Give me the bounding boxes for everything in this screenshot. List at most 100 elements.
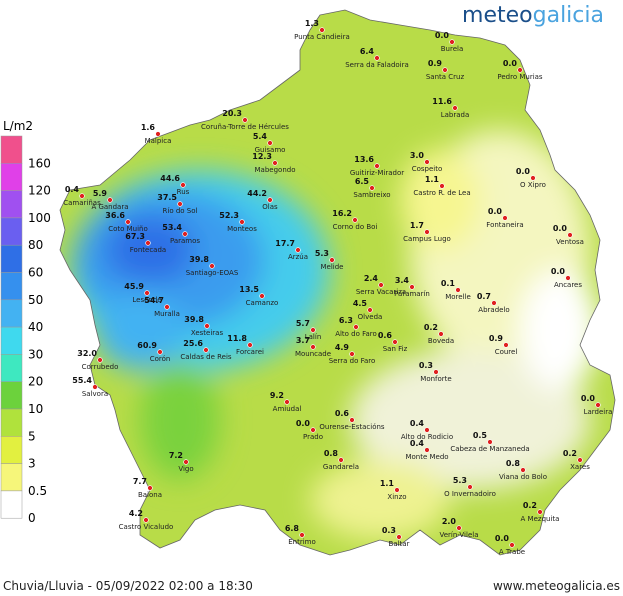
station-value: 39.8 <box>189 255 209 264</box>
station-name: Camanzo <box>246 299 279 307</box>
station-dot <box>503 342 509 348</box>
station-name: Xesteiras <box>191 329 224 337</box>
station-value: 44.6 <box>160 174 180 183</box>
station-name: Santa Cruz <box>426 73 465 81</box>
station-value: 39.8 <box>184 315 204 324</box>
station-dot <box>79 193 85 199</box>
station-name: Cabeza de Manzaneda <box>450 445 529 453</box>
legend: 160 120 100 80 60 50 40 30 20 10 5 3 0.5 0 <box>0 135 51 525</box>
station-name: Coto Muiño <box>108 225 148 233</box>
station-value: 13.6 <box>354 155 374 164</box>
station-name: Serra da Faladoira <box>345 61 409 69</box>
caption: Chuvia/Lluvia - 05/09/2022 02:00 a 18:30 <box>3 579 253 593</box>
site-url: www.meteogalicia.es <box>493 579 620 593</box>
station-name: Alto do Faro <box>335 330 377 338</box>
station-value: 0.4 <box>410 419 425 428</box>
station-name: Prado <box>303 433 323 441</box>
legend-swatch <box>0 326 23 355</box>
station-dot <box>394 487 400 493</box>
station-dot <box>239 219 245 225</box>
station-name: Coruña-Torre de Hércules <box>201 123 289 131</box>
station-value: 1.1 <box>425 175 440 184</box>
station-name: Xares <box>570 463 590 471</box>
station-dot <box>155 131 161 137</box>
legend-swatch <box>0 135 23 164</box>
station-dot <box>319 27 325 33</box>
station-name: O Invernadoiro <box>444 490 496 498</box>
legend-label: 3 <box>28 457 36 471</box>
station-dot <box>367 307 373 313</box>
station-value: 6.3 <box>339 316 353 325</box>
station-value: 0.2 <box>563 449 577 458</box>
station-name: Arzúa <box>288 253 308 261</box>
station-name: A Trabe <box>499 548 525 556</box>
station-dot <box>204 323 210 329</box>
station-name: Amiudal <box>273 405 302 413</box>
station-dot <box>409 284 415 290</box>
legend-label: 60 <box>28 266 43 280</box>
logo: meteogalicia <box>462 3 604 28</box>
station-name: Labrada <box>441 111 470 119</box>
station-dot <box>502 215 508 221</box>
station-value: 2.4 <box>364 274 379 283</box>
station-value: 4.2 <box>129 509 143 518</box>
station-dot <box>491 300 497 306</box>
station-name: San Fiz <box>383 345 408 353</box>
station-name: Lalín <box>305 333 322 341</box>
station-dot <box>180 182 186 188</box>
station-name: Castro Vicaludo <box>119 523 174 531</box>
station-value: 52.3 <box>219 211 239 220</box>
station-dot <box>537 509 543 515</box>
station-name: Baiona <box>138 491 162 499</box>
station-dot <box>442 67 448 73</box>
station-dot <box>310 344 316 350</box>
station-name: Viana do Bolo <box>499 473 547 481</box>
legend-title: L/m2 <box>3 119 33 133</box>
station-name: Ventosa <box>556 238 584 246</box>
station-name: Courel <box>495 348 518 356</box>
station-name: Rus <box>177 188 190 196</box>
station-name: Verín-Vilela <box>440 531 479 539</box>
station-name: Vigo <box>178 465 193 473</box>
station-dot <box>424 427 430 433</box>
station-name: Monte Medo <box>405 453 448 461</box>
station-dot <box>295 247 301 253</box>
station-name: Corón <box>150 355 171 363</box>
legend-label: 0 <box>28 511 36 525</box>
station-dot <box>392 339 398 345</box>
station-value: 0.0 <box>495 534 510 543</box>
station-value: 0.6 <box>378 331 393 340</box>
station-dot <box>143 517 149 523</box>
legend-label: 50 <box>28 293 43 307</box>
station-value: 5.3 <box>453 476 467 485</box>
logo-part: galicia <box>533 3 604 28</box>
station-value: 6.5 <box>355 177 370 186</box>
station-value: 36.6 <box>105 211 125 220</box>
station-name: Castro R. de Lea <box>413 189 470 197</box>
station-value: 0.2 <box>424 323 438 332</box>
station-value: 55.4 <box>72 376 92 385</box>
station-dot <box>452 105 458 111</box>
station-name: Monteos <box>227 225 257 233</box>
legend-label: 80 <box>28 238 43 252</box>
station-dot <box>299 532 305 538</box>
legend-swatch <box>0 163 23 191</box>
station-name: Olveda <box>358 313 383 321</box>
station-dot <box>456 525 462 531</box>
station-name: Fontaneira <box>486 221 523 229</box>
station-dot <box>424 447 430 453</box>
station-value: 0.4 <box>410 439 425 448</box>
station-value: 0.8 <box>506 459 521 468</box>
station-dot <box>338 457 344 463</box>
station-name: Baltar <box>389 540 410 548</box>
station-dot <box>310 327 316 333</box>
station-dot <box>107 197 113 203</box>
station-dot <box>520 467 526 473</box>
legend-label: 10 <box>28 402 43 416</box>
station-value: 0.0 <box>553 224 568 233</box>
station-value: 1.7 <box>410 221 424 230</box>
station-name: Caldas de Reis <box>180 353 232 361</box>
station-dot <box>310 427 316 433</box>
station-dot <box>369 185 375 191</box>
